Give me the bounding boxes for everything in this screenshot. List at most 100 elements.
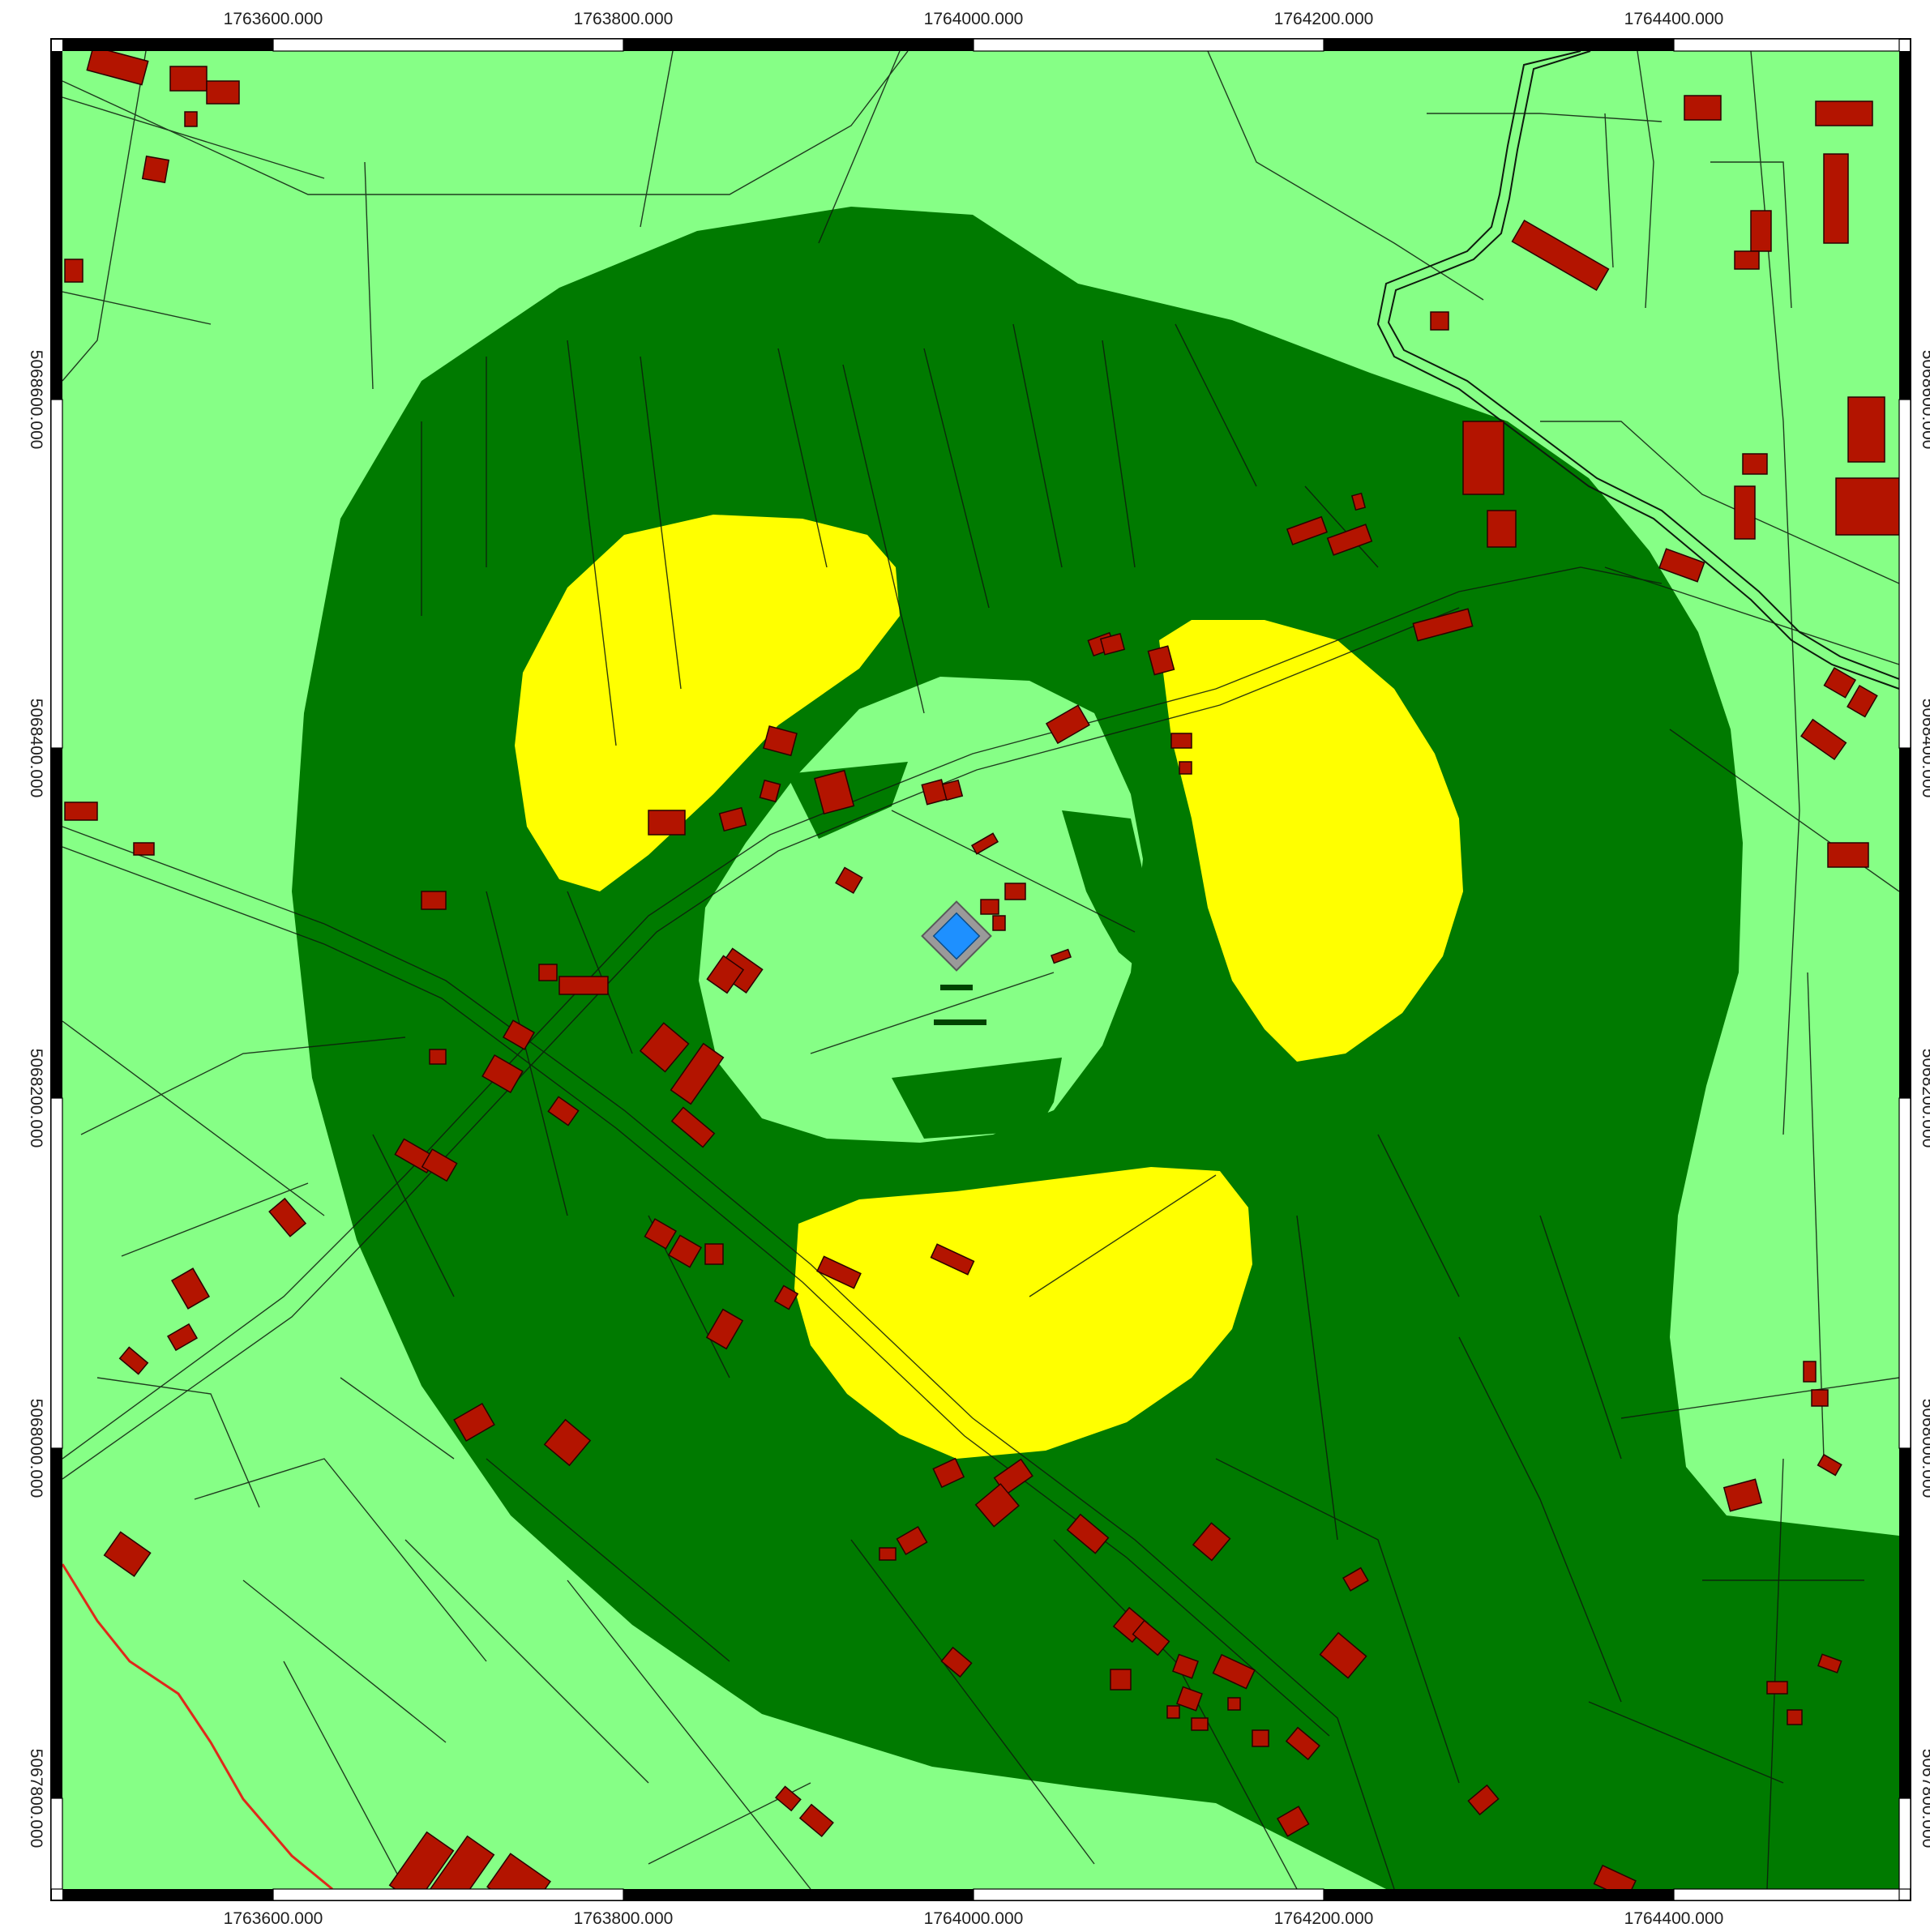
building (166, 1323, 199, 1352)
source-marker-bar (940, 985, 973, 990)
building (1467, 1784, 1500, 1816)
building (1817, 1453, 1842, 1477)
y-axis-labels-right: 5068600.000 5068400.000 5068200.000 5068… (1919, 350, 1930, 1849)
parcel-lines (62, 51, 1899, 1889)
bottom-scale-bar (62, 1888, 1900, 1901)
building (388, 1831, 455, 1889)
building (169, 66, 208, 92)
building (1823, 667, 1857, 699)
building (1342, 1567, 1369, 1592)
building (1176, 1686, 1203, 1712)
building (1132, 1619, 1170, 1656)
building (1004, 883, 1026, 900)
building (1787, 1709, 1803, 1725)
building (1276, 1806, 1310, 1837)
building (1766, 1681, 1788, 1695)
building (103, 1531, 152, 1577)
y-axis-labels-left: 5068600.000 5068400.000 5068200.000 5068… (27, 350, 45, 1849)
building (421, 1148, 458, 1182)
zone-high-east (1159, 620, 1463, 1062)
building (940, 1646, 973, 1678)
building (980, 899, 999, 915)
building (1430, 311, 1449, 331)
building (816, 1255, 862, 1289)
building (170, 1267, 211, 1310)
y-label-left: 5067800.000 (27, 1749, 45, 1849)
river (62, 1563, 333, 1889)
building (1734, 250, 1760, 270)
building (1227, 1697, 1241, 1711)
building (992, 915, 1006, 931)
building (141, 155, 170, 184)
x-label-bottom: 1764000.000 (924, 1909, 1024, 1928)
x-label-top: 1764000.000 (924, 10, 1024, 28)
building (932, 1457, 965, 1489)
building (1658, 548, 1705, 583)
left-scale-bar (50, 51, 63, 1890)
x-label-top: 1763600.000 (224, 10, 323, 28)
right-scale-bar (1898, 51, 1911, 1890)
building (1734, 485, 1756, 540)
building (670, 1042, 725, 1105)
building (1847, 684, 1878, 718)
building (1212, 1653, 1256, 1690)
x-label-top: 1764200.000 (1274, 10, 1374, 28)
building (429, 1835, 495, 1889)
building (798, 1803, 834, 1838)
zone-intrusion-bottom (892, 1058, 1062, 1139)
building (1099, 633, 1126, 656)
building (814, 769, 855, 815)
x-label-top: 1763800.000 (574, 10, 674, 28)
y-label-left: 5068000.000 (27, 1399, 45, 1498)
building (429, 1049, 447, 1065)
building (773, 1284, 799, 1310)
building (1172, 1653, 1199, 1679)
building (1827, 842, 1869, 868)
building (670, 1106, 716, 1148)
x-label-top: 1764400.000 (1624, 10, 1724, 28)
building (1800, 718, 1847, 761)
building (1147, 645, 1175, 676)
building (1066, 1513, 1110, 1554)
x-label-bottom: 1763800.000 (574, 1909, 674, 1928)
building (1285, 1726, 1320, 1761)
building (718, 806, 747, 832)
building (486, 1853, 551, 1889)
source-marker-bar (934, 1019, 986, 1025)
zone-high-north (515, 515, 900, 891)
building (1191, 1717, 1209, 1731)
building (1511, 219, 1610, 292)
building (133, 842, 155, 856)
building (1684, 95, 1722, 121)
building (453, 1402, 495, 1443)
y-label-right: 5068200.000 (1919, 1049, 1930, 1148)
building (1326, 524, 1373, 556)
x-axis-labels-top: 1763600.000 1763800.000 1764000.000 1764… (224, 10, 1724, 28)
building (1252, 1729, 1269, 1747)
building (1750, 210, 1772, 252)
building (1817, 1653, 1842, 1673)
building (206, 80, 240, 105)
building (1847, 396, 1885, 463)
top-scale-bar (62, 38, 1900, 52)
source-point[interactable] (921, 900, 992, 972)
y-label-right: 5067800.000 (1919, 1749, 1930, 1849)
building (558, 976, 609, 995)
building (481, 1054, 524, 1094)
building (1319, 1631, 1367, 1679)
building (1823, 153, 1849, 244)
building (706, 955, 745, 994)
source-marker (932, 912, 981, 960)
building (1350, 492, 1367, 511)
building (1742, 453, 1768, 475)
building (835, 866, 863, 895)
zone-high-south (794, 1167, 1252, 1459)
zone-intrusion-right (1062, 810, 1151, 972)
building (1815, 100, 1873, 126)
building (64, 259, 83, 283)
y-label-left: 5068600.000 (27, 350, 45, 450)
building (970, 832, 999, 855)
building (704, 1243, 724, 1265)
